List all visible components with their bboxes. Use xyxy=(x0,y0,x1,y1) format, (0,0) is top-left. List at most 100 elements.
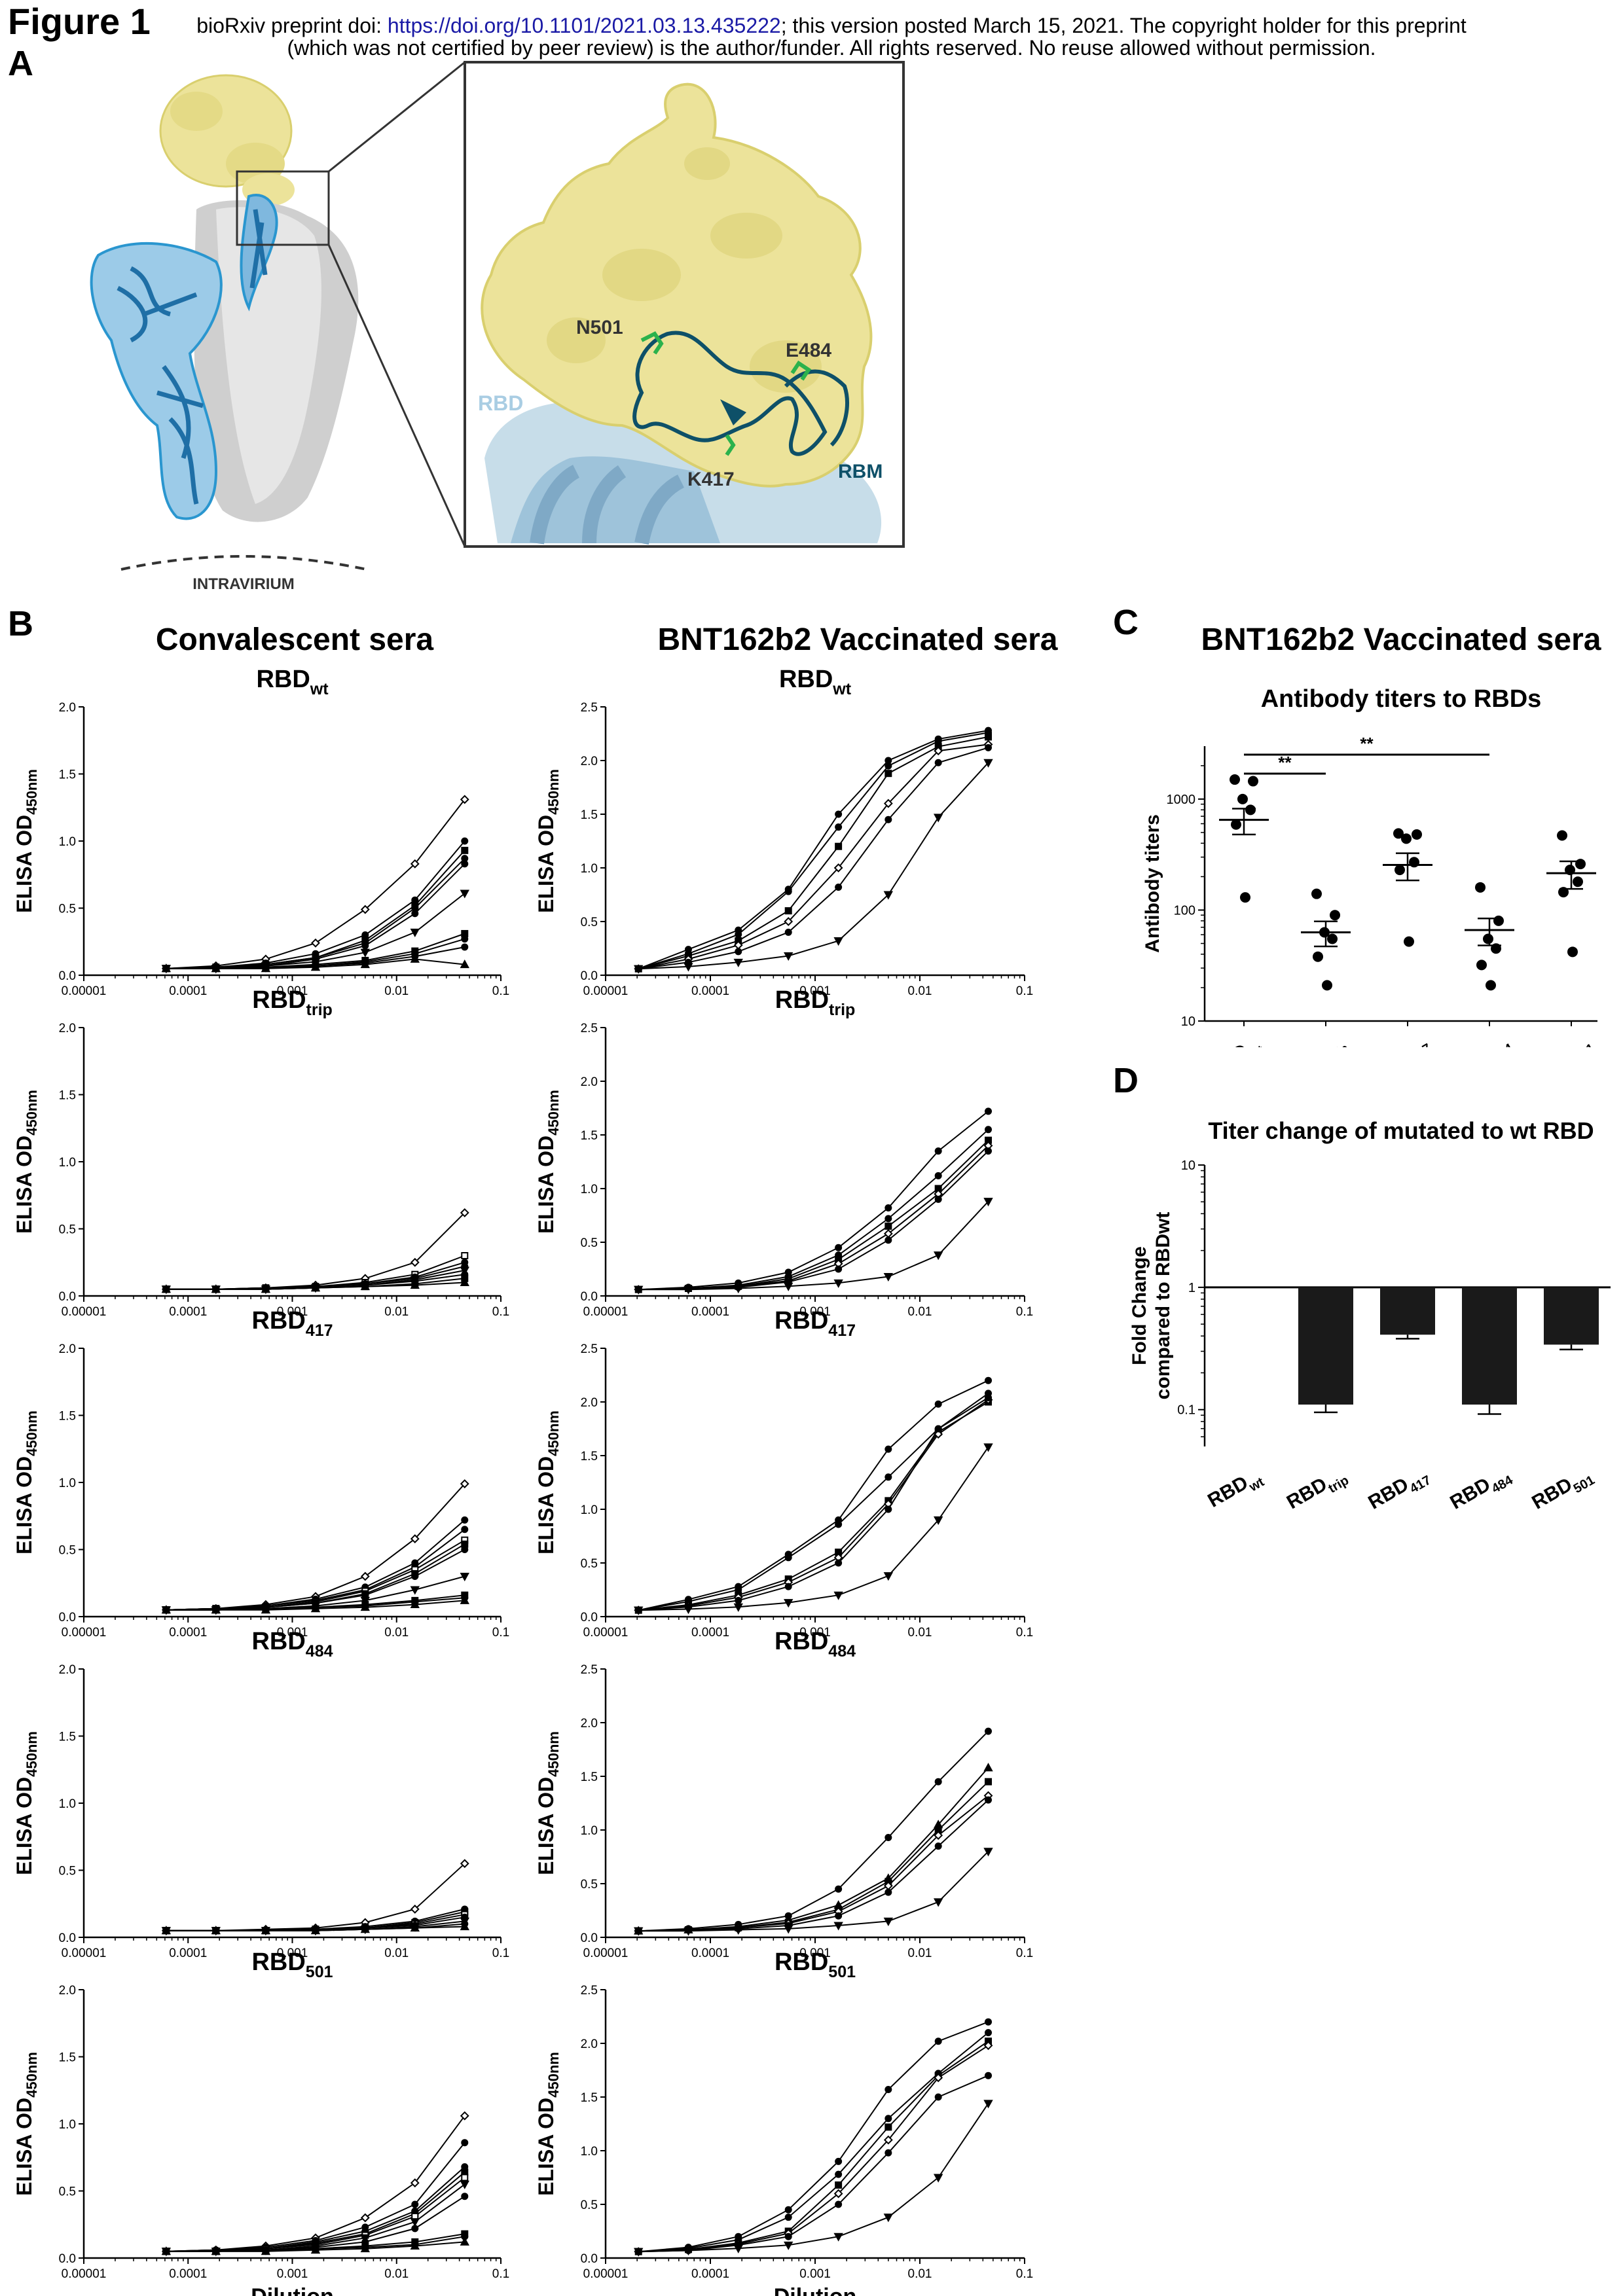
y-axis-label: compared to RBDwt xyxy=(1152,1212,1174,1400)
y-tick-label: 2.5 xyxy=(581,1342,598,1356)
data-point xyxy=(161,1926,172,1935)
x-tick-label: 0.01 xyxy=(384,984,409,998)
data-point xyxy=(835,1559,843,1567)
data-point xyxy=(310,1604,321,1613)
data-point xyxy=(934,1195,942,1203)
x-tick-label: 0.01 xyxy=(384,2267,409,2281)
data-point xyxy=(835,884,843,891)
y-tick-label: 1.0 xyxy=(581,1824,598,1838)
data-point xyxy=(411,2225,419,2233)
data-point xyxy=(784,2206,792,2214)
vacc-417-chart: RBD417 0.0 0.5 1.0 1.5 2.0 2.5 0.00001 0.0001 0.0… xyxy=(534,1307,1033,1640)
panel-c-heading: BNT162b2 Vaccinated sera xyxy=(1201,622,1601,657)
data-point xyxy=(883,1917,894,1926)
x-tick-label: 0.00001 xyxy=(583,1626,629,1640)
data-point xyxy=(460,1595,469,1604)
y-tick-label: 2.0 xyxy=(581,1717,598,1731)
series-line xyxy=(638,1111,989,1291)
data-point xyxy=(461,943,469,951)
data-point xyxy=(735,931,742,939)
data-point xyxy=(985,2029,993,2037)
data-point xyxy=(985,2072,993,2079)
data-point xyxy=(735,1596,742,1604)
data-point xyxy=(161,2246,172,2255)
data-point xyxy=(461,2174,469,2181)
doi-link[interactable]: https://doi.org/10.1101/2021.03.13.43522… xyxy=(387,14,781,37)
y-tick-label: 1.0 xyxy=(59,835,76,849)
chart-title: RBD501 xyxy=(775,1948,856,1981)
data-point xyxy=(1486,980,1496,991)
data-point xyxy=(211,2246,221,2255)
series-line xyxy=(638,2075,989,2253)
x-tick-label: 0.001 xyxy=(277,2267,308,2281)
data-point xyxy=(884,1473,892,1481)
data-point xyxy=(833,1591,843,1600)
y-axis-label: ELISA OD450nm xyxy=(534,769,562,913)
data-point xyxy=(1245,804,1256,816)
x-tick-label: 0.00001 xyxy=(62,2267,107,2281)
data-point xyxy=(684,2247,693,2256)
data-point xyxy=(211,1284,221,1293)
x-tick-label: RBDwt xyxy=(1204,1033,1267,1047)
data-point xyxy=(985,1376,993,1384)
convalescent-column-title: Convalescent sera xyxy=(155,622,434,657)
data-point xyxy=(985,1778,993,1785)
x-tick-label: 0.1 xyxy=(1016,984,1033,998)
spike-rbd-protomer xyxy=(90,194,278,520)
y-tick-label: 0.0 xyxy=(581,1931,598,1945)
data-point xyxy=(884,1833,892,1841)
figure-title: Figure 1 xyxy=(8,1,151,42)
data-point xyxy=(261,1284,271,1293)
data-point xyxy=(733,958,743,967)
data-point xyxy=(360,948,371,958)
data-point xyxy=(1493,915,1504,926)
data-point xyxy=(461,1252,469,1259)
rbd-label: RBD xyxy=(478,391,523,415)
y-tick-label: 0.5 xyxy=(59,1544,76,1558)
inset-rbd-surface xyxy=(484,401,882,545)
conv-484-chart: RBD484 0.0 0.5 1.0 1.5 2.0 0.00001 0.0001 0.001 0… xyxy=(12,1628,509,1960)
data-point xyxy=(411,2200,419,2208)
data-point xyxy=(833,937,843,946)
data-point xyxy=(883,2135,893,2145)
data-point xyxy=(833,2189,843,2198)
y-tick-label: 2.0 xyxy=(581,1396,598,1410)
data-point xyxy=(161,1605,172,1614)
data-point xyxy=(1395,865,1405,876)
y-tick-label: 0.5 xyxy=(59,1865,76,1878)
x-tick-label: 0.01 xyxy=(908,2267,932,2281)
y-tick-label: 2.0 xyxy=(59,1022,76,1035)
inset-ace2-surface xyxy=(481,82,873,488)
y-tick-label: 0.0 xyxy=(59,1290,76,1304)
data-point xyxy=(835,1885,843,1893)
data-point xyxy=(884,2123,892,2131)
data-point xyxy=(883,798,893,808)
data-point xyxy=(360,905,370,914)
conv-501-chart: RBD501 0.0 0.5 1.0 1.5 2.0 0.00001 0.0001 0.001 0… xyxy=(12,1948,509,2296)
x-tick-label: 0.01 xyxy=(908,1626,932,1640)
chart-title: Titer change of mutated to wt RBD xyxy=(1208,1117,1594,1144)
data-point xyxy=(735,948,742,956)
data-point xyxy=(310,962,321,971)
chart-title: RBD501 xyxy=(251,1948,333,1981)
y-tick-label: 1.5 xyxy=(59,1410,76,1424)
data-point xyxy=(261,2246,271,2255)
bar xyxy=(1544,1287,1599,1345)
data-point xyxy=(410,2178,420,2188)
data-point xyxy=(733,2244,743,2253)
x-tick-label: RBD501 xyxy=(1528,1031,1597,1047)
y-tick-label: 1000 xyxy=(1167,793,1196,807)
data-point xyxy=(1248,776,1258,787)
x-tick-label: 0.1 xyxy=(1016,1946,1033,1960)
y-tick-label: 0.0 xyxy=(59,1931,76,1945)
preprint-prefix: bioRxiv preprint doi: xyxy=(196,14,388,37)
preprint-suffix: ; this version posted March 15, 2021. Th… xyxy=(780,14,1467,37)
x-tick-label: 0.001 xyxy=(277,1305,308,1319)
data-point xyxy=(1412,829,1422,840)
data-point xyxy=(360,1602,371,1611)
y-axis-label: ELISA OD450nm xyxy=(12,769,40,913)
data-point xyxy=(835,1520,843,1528)
data-point xyxy=(784,2241,793,2250)
data-point xyxy=(261,1605,271,1614)
y-tick-label: 10 xyxy=(1181,1158,1195,1173)
